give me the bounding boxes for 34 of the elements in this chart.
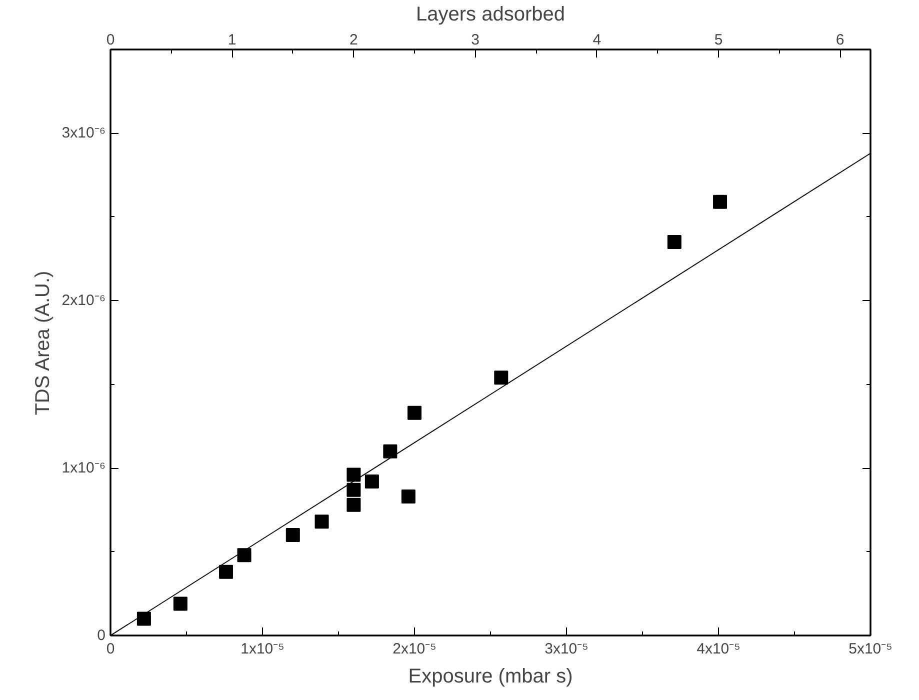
x-tick-label: 1x10⁻⁵ [240, 640, 284, 658]
point [237, 548, 252, 562]
x-tick-label: 4x10⁻⁵ [696, 640, 740, 658]
point [314, 514, 329, 529]
x2-tick-label: 2 [350, 32, 358, 48]
x2-tick-label: 5 [714, 32, 723, 48]
x2-tick-label: 4 [592, 32, 602, 48]
x2-tick-label: 3 [471, 32, 480, 48]
point [136, 612, 151, 626]
point [286, 528, 300, 542]
point [173, 596, 188, 611]
x-tick-label: 2x10⁻⁵ [392, 640, 436, 658]
y-tick-label: 0 [97, 627, 106, 644]
point [713, 194, 728, 209]
x2-tick-label: 1 [228, 32, 236, 48]
point [408, 406, 422, 420]
x2-tick-label: 6 [836, 32, 844, 48]
point [346, 482, 361, 497]
y-axis-title: TDS Area (A.U.) [32, 270, 54, 416]
point [383, 444, 398, 458]
x2-axis-title: Layers adsorbed [416, 4, 565, 26]
point [346, 498, 361, 512]
point [401, 490, 416, 504]
point [364, 474, 379, 488]
x-tick-label: 3x10⁻⁵ [544, 640, 588, 658]
point [494, 370, 508, 385]
point [219, 564, 234, 579]
x-tick-label: 5x10⁻⁵ [848, 640, 892, 658]
point [667, 235, 682, 250]
point [346, 468, 361, 482]
y-tick-label: 3x10⁻⁶ [62, 124, 106, 142]
y-tick-label: 1x10⁻⁶ [62, 460, 106, 477]
y-tick-label: 2x10⁻⁶ [62, 292, 106, 310]
x-axis-title: Exposure (mbar s) [408, 666, 573, 688]
